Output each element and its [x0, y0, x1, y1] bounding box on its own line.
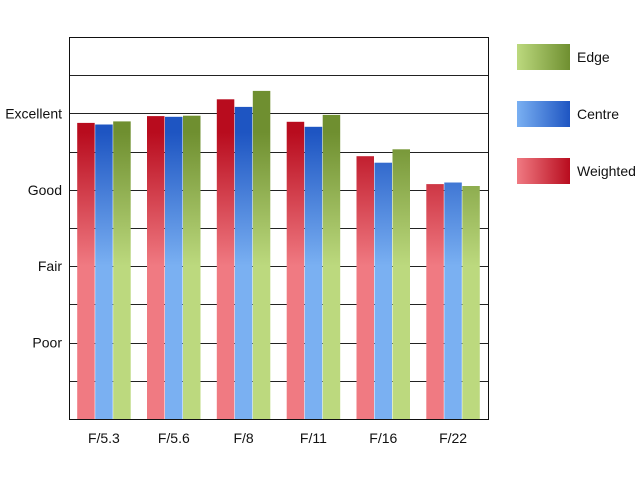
- bar-centre-f56: [165, 116, 183, 420]
- y-tick-label: Fair: [38, 258, 62, 274]
- grid-layer: [69, 37, 488, 382]
- x-tick-label: F/5.3: [88, 430, 120, 446]
- legend-swatch-weighted: [517, 158, 570, 184]
- bar-centre-f22: [444, 182, 462, 419]
- x-tick-label: F/5.6: [158, 430, 190, 446]
- bar-edge-f8: [252, 90, 271, 420]
- bar-weighted-f22: [426, 184, 444, 419]
- x-tick-label: F/8: [233, 430, 253, 446]
- bar-edge-f53: [113, 121, 131, 420]
- legend: Edge Centre Weighted: [517, 44, 636, 184]
- bar-centre-f16: [374, 162, 392, 419]
- bar-centre-f8: [234, 106, 253, 420]
- legend-label-weighted: Weighted: [577, 163, 636, 179]
- legend-swatch-centre: [517, 101, 570, 127]
- bar-edge-f56: [183, 115, 201, 419]
- bar-weighted-f16: [356, 156, 374, 419]
- bar-edge-f11: [322, 114, 341, 420]
- bar-weighted-f8: [216, 99, 235, 420]
- y-tick-label: Good: [28, 182, 62, 198]
- legend-swatch-edge: [517, 44, 570, 70]
- y-tick-label: Poor: [32, 335, 62, 351]
- y-tick-labels: Poor Fair Good Excellent: [5, 105, 62, 350]
- y-tick-label: Excellent: [5, 105, 62, 121]
- x-tick-labels: F/5.3 F/5.6 F/8 F/11 F/16 F/22: [88, 430, 467, 446]
- bar-edge-f16: [392, 149, 410, 420]
- x-tick-label: F/16: [369, 430, 397, 446]
- x-tick-label: F/11: [300, 430, 327, 446]
- axis-layer: [69, 37, 489, 420]
- bar-centre-f53: [95, 124, 113, 419]
- bar-weighted-f56: [147, 116, 165, 419]
- legend-label-edge: Edge: [577, 49, 610, 65]
- legend-label-centre: Centre: [577, 106, 619, 122]
- bars-layer: [77, 90, 480, 420]
- bar-edge-f22: [462, 186, 480, 419]
- bar-weighted-f53: [77, 122, 95, 420]
- bar-centre-f11: [304, 126, 323, 420]
- x-tick-label: F/22: [439, 430, 467, 446]
- bar-weighted-f11: [286, 121, 305, 420]
